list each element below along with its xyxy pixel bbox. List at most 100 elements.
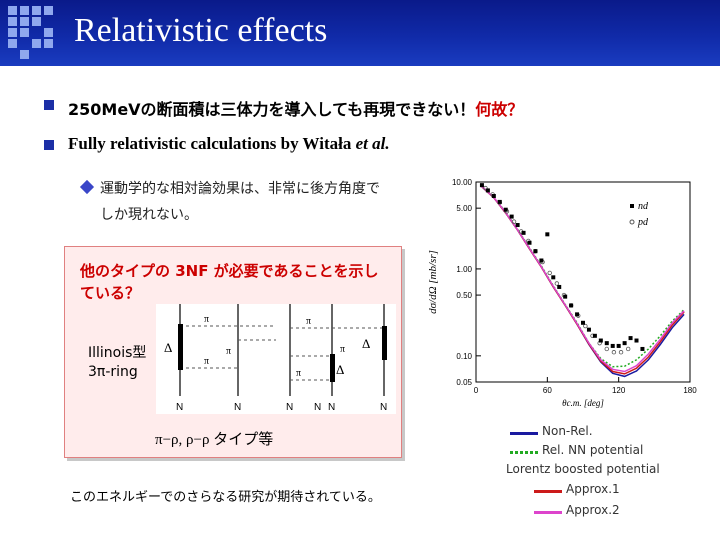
data-point-nd (551, 275, 556, 280)
data-point-pd (604, 346, 609, 352)
delta-label: Δ (362, 336, 370, 351)
legend-label-pd: pd (637, 217, 649, 228)
pi-label: π (306, 316, 311, 327)
pi-label: π (226, 346, 231, 357)
pi-label: π (204, 356, 209, 367)
pi-label: π (296, 368, 301, 379)
legend-marker-pd (629, 219, 635, 225)
y-tick-label: 1.00 (456, 265, 472, 274)
y-tick-label: 0.05 (456, 378, 472, 387)
legend-label: Non-Rel. (542, 424, 593, 438)
logo-square (20, 6, 29, 15)
logo-square (8, 39, 17, 48)
y-tick-label: 5.00 (456, 204, 472, 213)
data-point-nd (616, 343, 621, 348)
data-point-nd (610, 343, 615, 348)
pi-label: π (340, 344, 345, 355)
data-point-nd (491, 194, 496, 199)
data-point-pd (511, 219, 517, 224)
data-point-nd (509, 214, 514, 219)
logo-square (8, 6, 17, 15)
data-point-nd (503, 207, 508, 212)
data-point-nd (563, 294, 568, 299)
data-point-nd (515, 223, 520, 228)
data-point-nd (604, 341, 609, 346)
legend-swatch (534, 511, 562, 514)
data-point-nd (634, 338, 639, 343)
bullet-square-icon (44, 100, 54, 110)
data-point-pd (618, 350, 624, 355)
x-tick-label: 180 (683, 386, 697, 395)
legend-label: Lorentz boosted potential (506, 462, 660, 476)
page-title: Relativistic effects (74, 12, 328, 49)
data-point-pd (625, 346, 631, 352)
logo-grid-icon (8, 6, 58, 60)
logo-square (32, 17, 41, 26)
sub-bullet: 運動学的な相対論効果は、非常に後方角度でしか現れない。 (100, 181, 380, 223)
legend-marker-nd (630, 204, 634, 208)
n-label: N (234, 402, 241, 413)
logo-square (20, 28, 29, 37)
legend-label-nd: nd (638, 201, 649, 212)
legend-label: Approx.1 (566, 482, 620, 496)
data-point-pd (583, 323, 588, 329)
logo-square (8, 28, 17, 37)
data-point-nd (539, 258, 544, 263)
logo-square (20, 50, 29, 59)
bullet-2-emph: et al. (355, 134, 390, 153)
delta-label: Δ (164, 340, 172, 355)
cross-section-chart: 10.00 5.00 1.00 0.50 0.10 0.05 0 60 120 180 θc.m. … (420, 160, 710, 424)
bullet-line-1: 250MeVの断面積は三体力を導入しても再現できない！何故？ (68, 96, 523, 120)
data-point-nd (586, 327, 591, 332)
data-point-nd (598, 338, 603, 343)
data-point-nd (545, 232, 550, 237)
y-tick-label: 0.10 (456, 352, 472, 361)
n-label: N (314, 402, 321, 413)
logo-square (44, 28, 53, 37)
feynman-diagrams: π π π π π π Δ Δ Δ N N N N N N (156, 304, 396, 414)
legend-swatch (510, 451, 538, 454)
logo-square (32, 6, 41, 15)
n-label: N (380, 402, 387, 413)
data-point-pd (611, 350, 617, 355)
data-point-nd (533, 249, 538, 254)
logo-square (20, 17, 29, 26)
pi-label: π (204, 314, 209, 325)
legend-swatch (534, 490, 562, 493)
feynman-diagram-svg: π π π π π π Δ Δ Δ N N N N N N (164, 304, 387, 413)
n-label: N (286, 402, 293, 413)
bullet-square-icon (44, 140, 54, 150)
delta-label: Δ (336, 362, 344, 377)
delta-propagator (178, 324, 183, 370)
bullet-1-main: 250MeVの断面積は三体力を導入しても再現できない！ (68, 100, 476, 119)
data-point-nd (622, 341, 627, 346)
x-axis-label: θc.m. [deg] (562, 398, 604, 408)
data-point-nd (485, 188, 490, 193)
data-point-nd (479, 183, 484, 188)
illinois-label: Illinois型 (88, 345, 147, 361)
data-point-nd (527, 240, 532, 245)
title-bar: Relativistic effects (0, 0, 720, 66)
data-point-nd (569, 303, 574, 308)
data-point-pd (554, 281, 560, 286)
bullet-line-2: Fully relativistic calculations by Witał… (68, 134, 390, 154)
data-point-pd (547, 270, 552, 276)
pi-rho-text: π−ρ, ρ−ρ タイプ等 (155, 432, 274, 448)
y-tick-label: 0.50 (456, 291, 472, 300)
callout-text: 他のタイプの 3NF が必要であることを示している？ (80, 262, 379, 302)
data-point-nd (581, 320, 585, 325)
bullet-2-main: Fully relativistic calculations by Witał… (68, 134, 356, 153)
diamond-bullet-icon (79, 179, 95, 195)
data-point-nd (628, 336, 633, 341)
data-point-nd (521, 230, 526, 235)
plot-frame (475, 181, 691, 383)
data-point-nd (592, 333, 597, 338)
data-point-nd (640, 346, 645, 351)
logo-square (44, 39, 53, 48)
x-tick-label: 0 (474, 386, 479, 395)
data-point-nd (575, 312, 580, 317)
logo-square (44, 6, 53, 15)
n-label: N (328, 402, 335, 413)
delta-propagator (330, 354, 335, 382)
logo-square (8, 17, 17, 26)
